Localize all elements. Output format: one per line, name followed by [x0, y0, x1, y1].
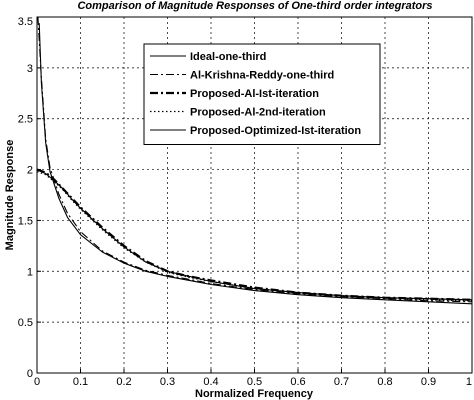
y-tick-label: 3.5: [18, 16, 33, 28]
x-tick-label: 0.2: [116, 376, 131, 388]
legend-box: [143, 43, 381, 145]
grid: [37, 17, 472, 373]
legend-entry: Proposed-Optimized-Ist-iteration: [190, 125, 361, 137]
legend: Ideal-one-third Al-Krishna-Reddy-one-thir…: [143, 43, 381, 145]
legend-entry: Proposed-Al-Ist-iteration: [190, 88, 319, 100]
y-tick-label: 0: [27, 368, 33, 380]
x-tick-label: 1: [466, 376, 472, 388]
x-tick-label: 0.3: [160, 376, 175, 388]
y-tick-labels: 0 0.5 1 1.5 2 2.5 3 3.5: [18, 16, 41, 380]
legend-entry: Ideal-one-third: [190, 51, 266, 63]
y-axis-label: Magnitude Response: [4, 140, 16, 251]
x-tick-label: 0.8: [377, 376, 392, 388]
x-tick-label: 0.4: [203, 376, 218, 388]
y-tick-label: 2.5: [18, 114, 33, 126]
series-line-1: [38, 23, 472, 305]
y-tick-label: 1.5: [18, 215, 33, 227]
y-tick-label: 3: [27, 63, 33, 75]
series-line-3: [37, 168, 472, 301]
x-tick-label: 0: [34, 376, 40, 388]
x-tick-label: 0.7: [334, 376, 349, 388]
series-layer: [37, 17, 472, 305]
x-tick-label: 0.1: [73, 376, 88, 388]
legend-entry: Proposed-Al-2nd-iteration: [190, 107, 326, 119]
y-tick-label: 1: [27, 266, 33, 278]
series-line-4: [37, 170, 472, 302]
x-tick-label: 0.9: [421, 376, 436, 388]
series-line-5: [37, 169, 472, 301]
x-tick-label: 0.5: [247, 376, 262, 388]
legend-entry: Al-Krishna-Reddy-one-third: [190, 70, 334, 82]
x-tick-labels: 0 0.1 0.2 0.3 0.4 0.5 0.6 0.7 0.8 0.9 1: [34, 369, 473, 388]
x-tick-label: 0.6: [290, 376, 305, 388]
chart-title: Comparison of Magnitude Responses of One…: [77, 0, 432, 12]
x-axis-label: Normalized Frequency: [195, 388, 314, 400]
y-tick-label: 0.5: [18, 317, 33, 329]
y-tick-label: 2: [27, 165, 33, 177]
